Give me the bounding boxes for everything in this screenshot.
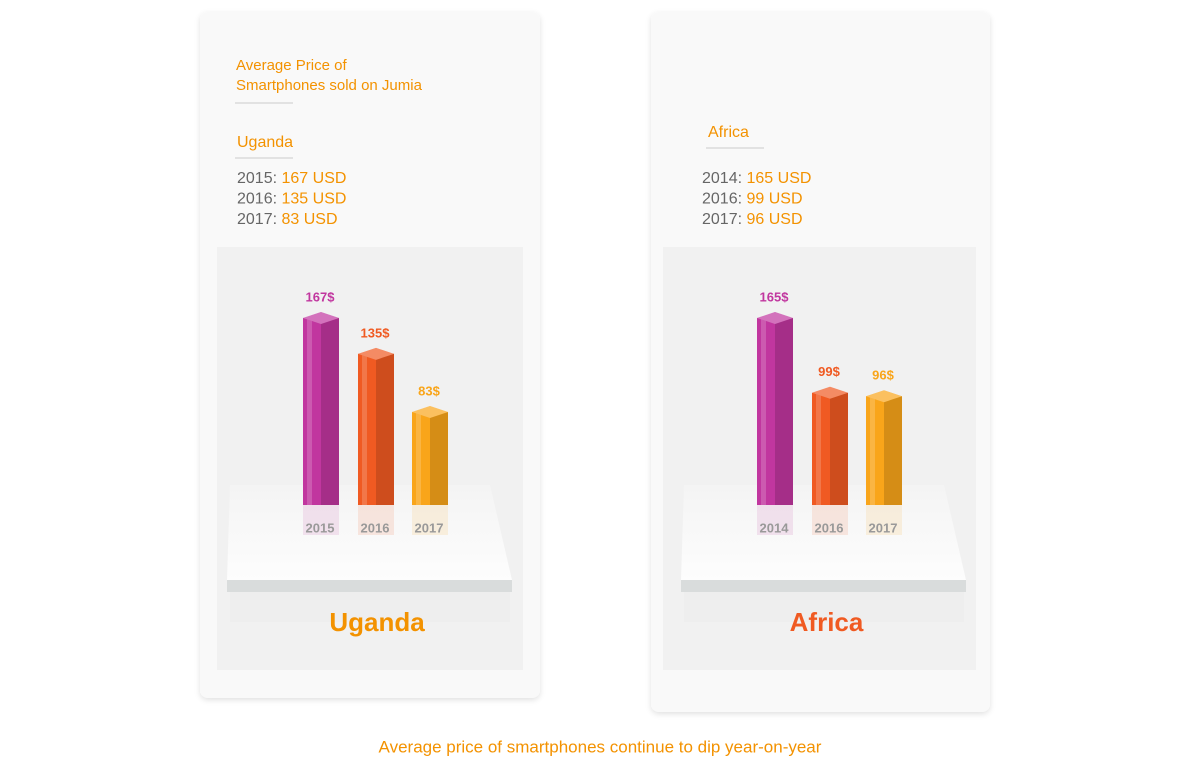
note-line: 2016: 99 USD xyxy=(702,191,803,208)
platform-edge xyxy=(227,580,512,592)
bar-highlight xyxy=(307,318,312,505)
value-label: 135$ xyxy=(361,325,391,340)
note-value: 167 USD xyxy=(282,170,347,187)
bar-top xyxy=(412,406,448,419)
note-year: 2015: xyxy=(237,170,277,187)
bar-side xyxy=(321,318,339,505)
note-year: 2016: xyxy=(702,191,742,208)
bar-reflection xyxy=(812,505,848,535)
bar xyxy=(358,353,394,505)
bar-highlight xyxy=(416,412,421,505)
note-year: 2016: xyxy=(237,191,277,208)
x-tick-label: 2017 xyxy=(415,520,444,535)
bar-top-shine xyxy=(812,386,848,399)
bar xyxy=(412,412,448,505)
bar-reflection xyxy=(358,505,394,535)
platform-shadow xyxy=(230,592,510,622)
bar-top xyxy=(812,386,848,399)
platform-edge xyxy=(681,580,966,592)
bar-top-shine xyxy=(303,312,339,324)
chart-title: Smartphones sold on Jumia xyxy=(236,77,423,94)
note-value: 96 USD xyxy=(747,211,803,228)
platform xyxy=(227,485,512,580)
bar-side xyxy=(775,318,793,505)
value-label: 83$ xyxy=(418,383,440,398)
note-value: 99 USD xyxy=(747,191,803,208)
value-label: 96$ xyxy=(872,368,894,383)
bar-highlight xyxy=(362,353,367,505)
note-year: 2014: xyxy=(702,170,742,187)
x-tick-label: 2014 xyxy=(760,520,790,535)
note-value: 135 USD xyxy=(282,191,347,208)
bar-highlight xyxy=(816,392,821,505)
bar-highlight xyxy=(761,318,766,505)
bar-top xyxy=(866,390,902,403)
note-year: 2017: xyxy=(237,211,277,228)
note-line: 2017: 96 USD xyxy=(702,211,803,228)
bar-side xyxy=(376,353,394,505)
region-title: Africa xyxy=(790,607,864,637)
note-line: 2017: 83 USD xyxy=(237,211,338,228)
note-line: 2014: 165 USD xyxy=(702,170,811,187)
bar-top-shine xyxy=(866,390,902,403)
note-line: 2015: 167 USD xyxy=(237,170,346,187)
platform xyxy=(681,485,966,580)
region-title: Uganda xyxy=(329,607,425,637)
bar xyxy=(757,318,793,505)
bar xyxy=(303,318,339,505)
bar-reflection xyxy=(303,505,339,535)
bar-top xyxy=(303,312,339,324)
x-tick-label: 2015 xyxy=(306,520,335,535)
x-tick-label: 2017 xyxy=(869,520,898,535)
bar-top xyxy=(358,347,394,360)
note-value: 83 USD xyxy=(282,211,338,228)
bar-top-shine xyxy=(358,347,394,360)
note-line: 2016: 135 USD xyxy=(237,191,346,208)
platform-shadow xyxy=(684,592,964,622)
value-label: 165$ xyxy=(760,289,790,304)
value-label: 167$ xyxy=(306,289,336,304)
value-label: 99$ xyxy=(818,364,840,379)
note-year: 2017: xyxy=(702,211,742,228)
bar-top xyxy=(757,312,793,324)
bar-reflection xyxy=(412,505,448,535)
bar-top-shine xyxy=(412,406,448,419)
note-value: 165 USD xyxy=(747,170,812,187)
bar-side xyxy=(884,396,902,505)
bar-side xyxy=(430,412,448,505)
bar xyxy=(812,392,848,505)
bar-reflection xyxy=(757,505,793,535)
region-label: Uganda xyxy=(237,134,293,151)
x-tick-label: 2016 xyxy=(815,520,844,535)
bar-highlight xyxy=(870,396,875,505)
bar-top-shine xyxy=(757,312,793,324)
x-tick-label: 2016 xyxy=(361,520,390,535)
bar-reflection xyxy=(866,505,902,535)
bar xyxy=(866,396,902,505)
region-label: Africa xyxy=(708,124,749,141)
bar-side xyxy=(830,392,848,505)
chart-title: Average Price of xyxy=(236,57,347,74)
caption: Average price of smartphones continue to… xyxy=(379,737,822,756)
